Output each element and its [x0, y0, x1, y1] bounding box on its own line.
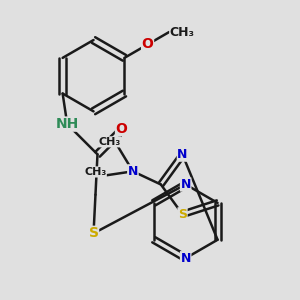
- Text: CH₃: CH₃: [170, 26, 195, 38]
- Text: CH₃: CH₃: [98, 137, 120, 147]
- Text: N: N: [181, 178, 191, 191]
- Text: N: N: [181, 252, 191, 265]
- Text: S: S: [88, 226, 98, 240]
- Text: O: O: [116, 122, 128, 136]
- Text: S: S: [178, 208, 187, 221]
- Text: N: N: [128, 165, 138, 178]
- Text: NH: NH: [56, 117, 79, 131]
- Text: O: O: [142, 38, 154, 52]
- Text: CH₃: CH₃: [84, 167, 106, 177]
- Text: N: N: [177, 148, 188, 161]
